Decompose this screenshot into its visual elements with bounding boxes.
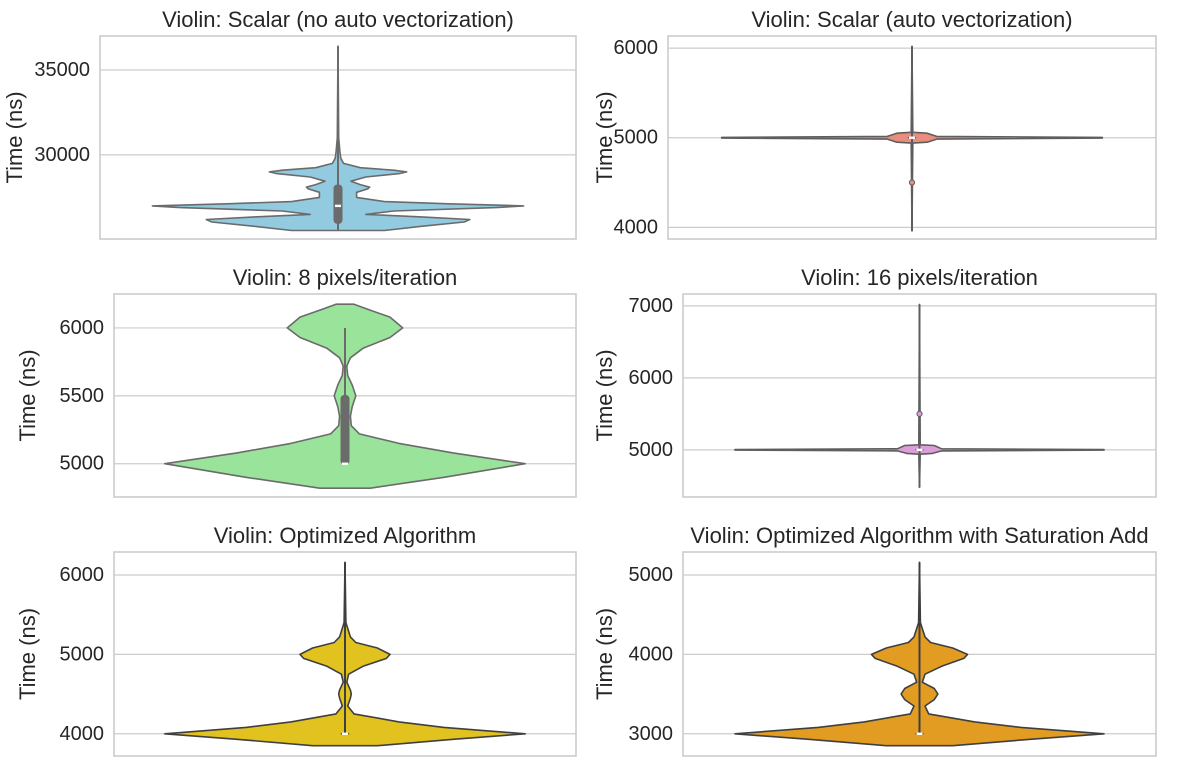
y-axis-label: Time (ns) xyxy=(15,349,40,441)
y-tick-label: 5000 xyxy=(629,564,674,586)
violin-panel-5: 4000 5000 6000 Violin: Optimized Algorithm T… xyxy=(15,523,577,757)
y-tick-label: 6000 xyxy=(60,564,105,586)
chart-title: Violin: 8 pixels/iteration xyxy=(233,265,458,290)
y-tick-label: 35000 xyxy=(34,59,90,81)
y-tick-label: 4000 xyxy=(614,216,659,238)
y-tick-label: 6000 xyxy=(629,367,674,389)
violin-median xyxy=(342,462,348,465)
chart-title: Violin: Scalar (auto vectorization) xyxy=(751,7,1072,32)
y-tick-label: 5000 xyxy=(629,439,674,461)
y-axis-label: Time (ns) xyxy=(592,349,617,441)
axes-frame xyxy=(682,293,1157,498)
violin-panel-4: 5000 6000 7000 Violin: 16 pixels/iteration T… xyxy=(592,265,1157,498)
y-axis-label: Time (ns) xyxy=(15,608,40,700)
violin-panel-1: 30000 35000 Violin: Scalar (no auto vector… xyxy=(2,7,577,240)
y-tick-label: 5000 xyxy=(60,453,105,475)
y-tick-label: 4000 xyxy=(629,643,674,665)
y-tick-label: 7000 xyxy=(629,295,674,317)
y-tick-label: 3000 xyxy=(629,723,674,745)
violin-median xyxy=(916,732,923,735)
chart-title: Violin: 16 pixels/iteration xyxy=(801,265,1038,290)
y-axis-label: Time (ns) xyxy=(592,608,617,700)
y-tick-label: 4000 xyxy=(60,723,105,745)
y-axis-label: Time (ns) xyxy=(2,91,27,183)
outlier-point xyxy=(908,179,916,186)
outlier-point xyxy=(916,410,923,417)
axes-frame xyxy=(113,293,577,498)
axes-frame xyxy=(682,551,1157,757)
y-tick-label: 5500 xyxy=(60,385,105,407)
y-tick-label: 30000 xyxy=(34,144,90,166)
violin-panel-2: 4000 5000 6000 Violin: Scalar (auto vectori… xyxy=(592,7,1157,240)
y-tick-label: 6000 xyxy=(60,317,105,339)
axes-frame xyxy=(99,35,577,240)
violin-panel-6: 3000 4000 5000 Violin: Optimized Algorithm … xyxy=(592,523,1157,757)
violin-panel-3: 5000 5500 6000 Violin: 8 pixels/iteration Ti… xyxy=(15,265,577,498)
chart-title: Violin: Scalar (no auto vectorization) xyxy=(162,7,514,32)
chart-title: Violin: Optimized Algorithm xyxy=(214,523,477,548)
y-tick-label: 5000 xyxy=(614,127,659,149)
violin-median xyxy=(909,136,915,139)
violin-median xyxy=(342,732,348,735)
axes-frame xyxy=(113,551,577,757)
violin-iqr-box xyxy=(340,394,350,465)
chart-title: Violin: Optimized Algorithm with Saturat… xyxy=(690,523,1148,548)
axes-frame xyxy=(667,35,1157,240)
y-axis-label: Time (ns) xyxy=(592,91,617,183)
violin-iqr-box xyxy=(333,184,343,224)
violin-median xyxy=(335,204,341,208)
violin-median xyxy=(916,448,923,452)
y-tick-label: 5000 xyxy=(60,643,105,665)
y-tick-label: 6000 xyxy=(614,37,659,59)
